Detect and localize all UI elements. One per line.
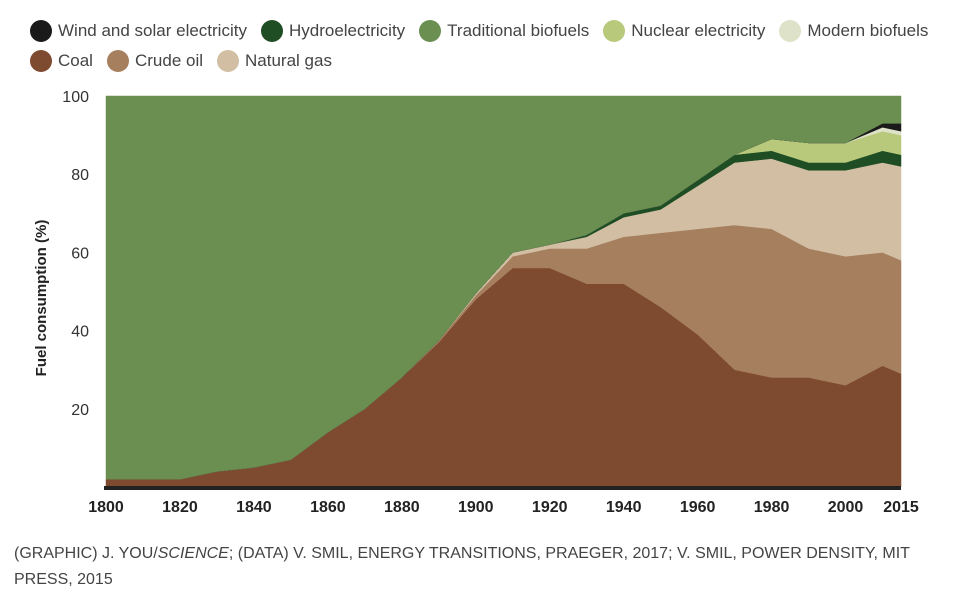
- credit-suffix: ; (DATA) V. SMIL, ENERGY TRANSITIONS, PR…: [14, 545, 910, 588]
- legend-item: Hydroelectricity: [260, 20, 406, 42]
- area-traditional-biofuels: [105, 95, 902, 480]
- x-tick-label: 1960: [680, 499, 716, 516]
- x-tick-label: 1840: [236, 499, 272, 516]
- legend-item: Modern biofuels: [779, 20, 928, 42]
- legend-item: Wind and solar electricity: [30, 20, 247, 42]
- legend-row: Coal Crude oil Natural gas: [30, 46, 950, 76]
- legend-label: Modern biofuels: [807, 21, 929, 40]
- x-tick-label: 1920: [532, 499, 568, 516]
- legend-label: Natural gas: [245, 51, 332, 70]
- legend-swatch: [603, 20, 626, 42]
- x-tick-label: 2015: [883, 499, 919, 516]
- legend-swatch: [30, 50, 52, 72]
- legend-label: Coal: [58, 51, 93, 70]
- chart-legend: Wind and solar electricity Hydroelectrici…: [30, 16, 950, 76]
- x-tick-label: 1820: [162, 499, 198, 516]
- y-tick-label: 80: [71, 167, 89, 184]
- credit-source: SCIENCE: [157, 545, 229, 562]
- legend-label: Nuclear electricity: [631, 21, 766, 40]
- chart-areas: [105, 95, 902, 488]
- y-tick-label: 100: [62, 89, 89, 106]
- y-tick-label: 40: [71, 324, 89, 341]
- legend-item: Coal: [30, 50, 93, 72]
- y-tick-label: 60: [71, 245, 89, 262]
- legend-swatch: [217, 50, 240, 72]
- x-tick-label: 1980: [754, 499, 790, 516]
- x-tick-label: 1940: [606, 499, 642, 516]
- x-tick-label: 1880: [384, 499, 420, 516]
- credit-prefix: (GRAPHIC) J. YOU/: [14, 545, 158, 562]
- legend-label: Wind and solar electricity: [58, 21, 247, 40]
- legend-item: Nuclear electricity: [603, 20, 765, 42]
- legend-item: Crude oil: [106, 50, 204, 72]
- legend-swatch: [260, 20, 283, 42]
- y-axis-ticks: 20 40 60 80 100: [62, 89, 89, 419]
- legend-label: Traditional biofuels: [447, 21, 590, 40]
- y-tick-label: 20: [71, 402, 89, 419]
- y-axis-title: Fuel consumption (%): [33, 220, 50, 377]
- legend-row: Wind and solar electricity Hydroelectrici…: [30, 16, 950, 46]
- legend-swatch: [419, 20, 442, 42]
- x-tick-label: 1860: [310, 499, 346, 516]
- x-tick-label: 1900: [458, 499, 494, 516]
- legend-swatch: [779, 20, 802, 42]
- legend-item: Traditional biofuels: [419, 20, 589, 42]
- legend-swatch: [106, 50, 129, 72]
- x-tick-label: 2000: [828, 499, 864, 516]
- legend-swatch: [30, 20, 52, 42]
- legend-item: Natural gas: [217, 50, 332, 72]
- legend-label: Hydroelectricity: [288, 21, 406, 40]
- x-axis-ticks: 1800 1820 1840 1860 1880 1900 1920 1940 1960 1980…: [88, 499, 919, 516]
- x-tick-label: 1800: [88, 499, 124, 516]
- legend-label: Crude oil: [134, 51, 204, 70]
- credit-line: (GRAPHIC) J. YOU/SCIENCE; (DATA) V. SMIL…: [14, 541, 914, 593]
